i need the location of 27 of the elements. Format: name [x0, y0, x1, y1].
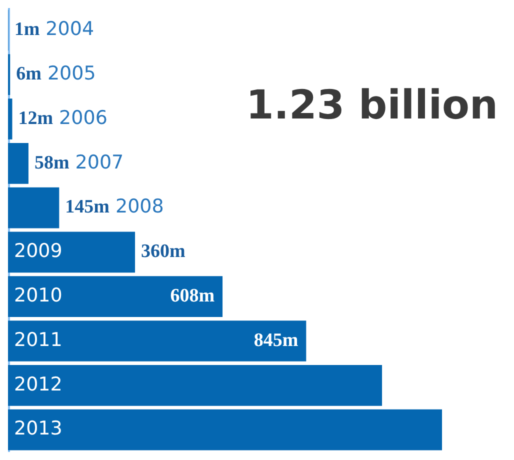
data-label: 12m: [18, 108, 54, 129]
bar: [8, 142, 28, 184]
y-tick-label: 2008: [115, 196, 164, 218]
annotation: 1.23 billion: [246, 82, 498, 128]
y-tick-label: 2007: [75, 151, 124, 174]
data-label: 1m: [14, 19, 40, 40]
y-tick-label: 2004: [46, 18, 94, 40]
data-label: 845m: [254, 330, 298, 351]
y-tick-label: 2006: [59, 106, 108, 129]
data-label: 145m: [65, 196, 110, 218]
data-label: 360m: [141, 241, 186, 262]
bar: [8, 276, 223, 318]
bar: [8, 187, 60, 228]
bar: [8, 232, 136, 273]
y-tick-label: 2010: [14, 284, 62, 307]
bar: [8, 364, 382, 406]
y-tick-label: 2005: [47, 62, 96, 85]
data-label: 6m: [16, 64, 42, 85]
y-tick-label: 2009: [14, 240, 62, 262]
data-label: 608m: [170, 286, 215, 307]
y-tick-label: 2012: [14, 373, 62, 396]
y-tick-label: 2013: [14, 418, 62, 440]
data-label: 58m: [34, 152, 70, 174]
bar: [8, 98, 12, 140]
y-tick-label: 2011: [14, 328, 62, 351]
bar: [8, 409, 442, 450]
bar: [8, 320, 306, 362]
